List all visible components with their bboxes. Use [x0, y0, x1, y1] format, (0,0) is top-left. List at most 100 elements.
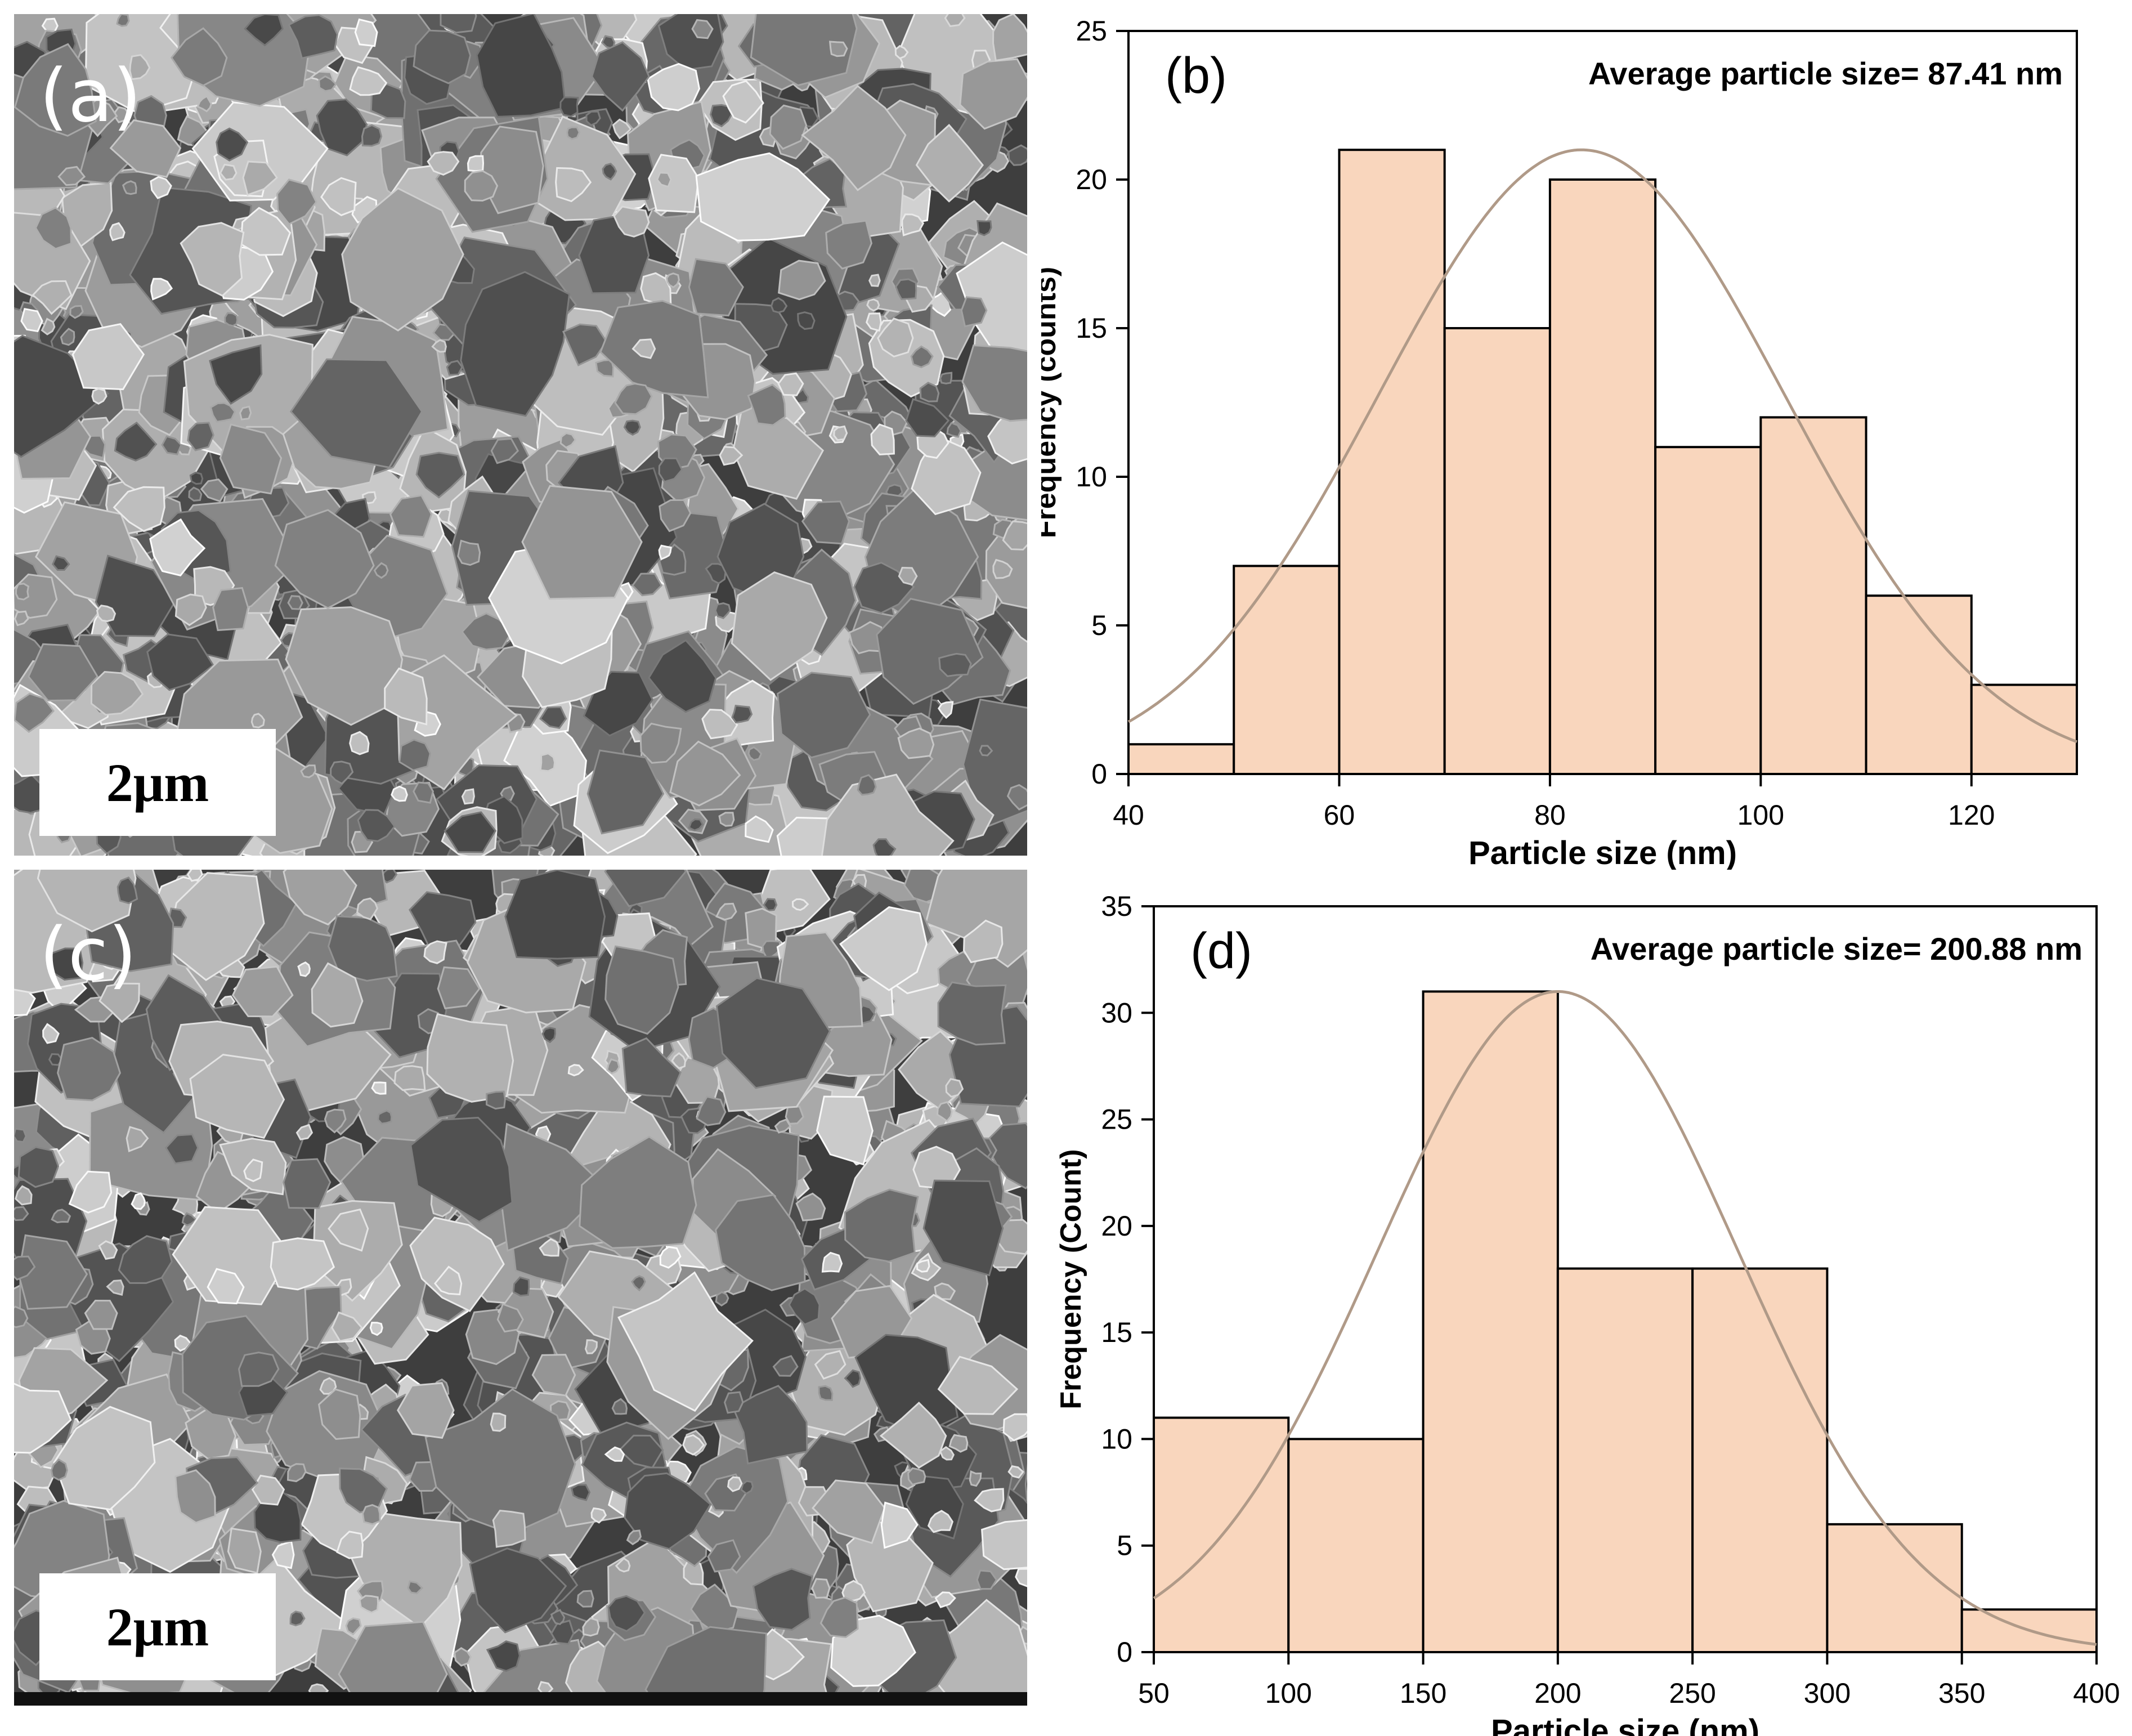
sem-particle — [795, 1192, 826, 1222]
sem-particle — [371, 1081, 387, 1095]
sem-particle — [464, 170, 499, 202]
sem-particle — [244, 14, 284, 47]
histogram-bar — [1654, 446, 1762, 775]
sem-particle — [289, 1610, 306, 1627]
scale-bar-a: 2μm — [39, 729, 276, 836]
sem-particle — [117, 876, 138, 905]
y-tick-label: 15 — [1076, 312, 1107, 344]
histogram-bar — [1826, 1523, 1963, 1654]
sem-particle — [164, 1133, 199, 1165]
sem-particle — [604, 1446, 625, 1462]
sem-particle — [976, 1569, 998, 1590]
scale-bar-c: 2μm — [39, 1573, 276, 1680]
sem-particle — [812, 1479, 886, 1545]
sem-particle — [68, 1170, 113, 1214]
sem-particle — [15, 583, 30, 601]
sem-particle — [84, 1299, 118, 1330]
sem-particle — [910, 345, 934, 369]
sem-particle — [207, 1268, 245, 1305]
sem-texture-a — [14, 14, 1027, 856]
sem-particle — [243, 1158, 263, 1182]
sem-particle — [285, 606, 404, 726]
sem-particle — [187, 422, 214, 451]
sem-particle — [359, 1595, 379, 1614]
sem-particle — [907, 1467, 926, 1486]
sem-particle — [801, 84, 907, 191]
sem-particle — [777, 372, 804, 396]
sem-particle — [126, 1126, 149, 1153]
sem-particle — [51, 1209, 71, 1224]
sem-particle — [288, 14, 338, 60]
sem-particle — [384, 667, 428, 726]
sem-particle — [318, 75, 337, 92]
y-tick-label: 10 — [1076, 461, 1107, 493]
sem-particle — [1015, 1568, 1027, 1587]
sem-particle — [109, 119, 182, 178]
x-tick-label: 100 — [1737, 799, 1784, 831]
sem-particle — [41, 317, 56, 335]
sem-particle — [251, 1474, 285, 1506]
sem-particle — [1007, 1465, 1024, 1479]
sem-particle — [770, 297, 788, 314]
sem-particle — [338, 1621, 448, 1706]
y-tick-label: 25 — [1076, 15, 1107, 47]
sem-particle — [242, 160, 279, 196]
sem-particle — [415, 451, 465, 499]
sem-particle — [300, 764, 316, 778]
sem-particle — [974, 1488, 1005, 1513]
sem-particle — [42, 1023, 60, 1044]
sem-particle — [413, 29, 472, 84]
sem-particle — [17, 1146, 60, 1188]
panel-label: (b) — [1165, 48, 1227, 104]
sem-particle — [427, 151, 460, 176]
sem-particle — [644, 1626, 767, 1706]
y-tick-label: 0 — [1117, 1636, 1132, 1668]
sem-particle — [828, 41, 848, 57]
sem-particle — [606, 1058, 620, 1075]
sem-particle — [219, 423, 283, 495]
sem-particle — [612, 118, 632, 140]
sem-particle — [413, 781, 435, 804]
sem-particle — [14, 692, 55, 733]
sem-particle — [539, 1238, 560, 1257]
sem-particle — [437, 966, 481, 1010]
sem-particle — [715, 902, 737, 921]
x-tick-label: 300 — [1804, 1677, 1851, 1709]
sem-particle — [727, 1476, 743, 1492]
sem-particle — [150, 278, 173, 301]
sem-particle — [570, 1484, 591, 1501]
sem-particle — [317, 1388, 361, 1440]
sem-particle — [844, 1188, 919, 1263]
sem-particle — [905, 398, 950, 437]
sem-particle — [691, 19, 714, 39]
sem-particle — [776, 816, 830, 856]
x-tick-label: 100 — [1265, 1677, 1312, 1709]
sem-particle — [224, 312, 239, 327]
sem-particle — [701, 709, 738, 740]
sem-particle — [937, 981, 1007, 1046]
panel-label: (d) — [1190, 923, 1252, 979]
sem-particle — [762, 940, 781, 958]
sem-particle — [1007, 144, 1027, 166]
sem-particle — [880, 1501, 919, 1549]
x-axis-label: Particle size (nm) — [1468, 835, 1737, 870]
sem-particle — [607, 1595, 646, 1632]
sem-particle — [631, 572, 663, 597]
sem-particle — [818, 1385, 834, 1401]
sem-image-c: (c) 2μm — [14, 870, 1027, 1706]
sem-particle — [490, 1412, 507, 1432]
sem-particle — [894, 44, 909, 60]
sem-particle — [34, 207, 72, 250]
sem-particle — [959, 58, 1027, 130]
histogram-bar — [1556, 1267, 1694, 1653]
sem-particle — [615, 1557, 631, 1573]
sem-particle — [877, 317, 914, 358]
sem-particle — [656, 172, 672, 188]
x-tick-label: 350 — [1938, 1677, 1985, 1709]
sem-particle — [777, 672, 871, 759]
sem-particle — [343, 1512, 463, 1629]
histogram-bar — [1287, 1438, 1425, 1654]
sem-particle — [357, 809, 396, 842]
sem-particle — [407, 1580, 424, 1595]
sem-particle — [373, 562, 389, 579]
